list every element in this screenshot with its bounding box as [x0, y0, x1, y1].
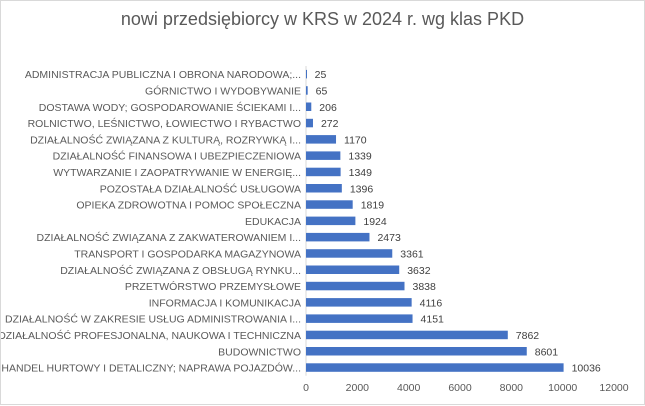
- bar: [306, 347, 527, 356]
- x-tick-label: 8000: [500, 382, 524, 394]
- x-tick-label: 6000: [448, 382, 472, 394]
- category-label: GÓRNICTWO I WYDOBYWANIE: [145, 84, 301, 97]
- bar: [306, 151, 341, 160]
- bar: [306, 281, 405, 291]
- category-label: ADMINISTRACJA PUBLICZNA I OBRONA NARODOW…: [25, 69, 301, 81]
- bar: [306, 265, 400, 274]
- category-label: DZIAŁALNOŚĆ FINANSOWA I UBEZPIECZENIOWA: [53, 150, 301, 163]
- category-label: POZOSTAŁA DZIAŁALNOŚĆ USŁUGOWA: [100, 182, 301, 195]
- x-tick-label: 10000: [548, 382, 577, 394]
- data-label: 4151: [421, 314, 445, 326]
- category-label: OPIEKA ZDROWOTNA I POMOC SPOŁECZNA: [76, 200, 301, 212]
- data-label: 8601: [535, 346, 559, 358]
- data-label: 1819: [361, 200, 385, 212]
- data-label: 3838: [413, 281, 437, 293]
- category-label: EDUKACJA: [245, 216, 301, 228]
- data-label: 2473: [377, 232, 401, 244]
- bar: [306, 167, 341, 177]
- x-tick-label: 4000: [397, 382, 421, 394]
- data-label: 1349: [349, 167, 373, 179]
- bar: [306, 363, 564, 372]
- bar: [306, 216, 356, 226]
- data-label: 1339: [348, 151, 372, 163]
- category-label: DZIAŁALNOŚĆ W ZAKRESIE USŁUG ADMINISTROW…: [5, 313, 301, 326]
- bar: [306, 184, 342, 193]
- data-label: 65: [316, 85, 328, 97]
- category-label: ROLNICTWO, LEŚNICTWO, ŁOWIECTWO I RYBACT…: [28, 117, 301, 130]
- bar: [306, 69, 307, 79]
- chart-title: nowi przedsiębiorcy w KRS w 2024 r. wg k…: [120, 9, 525, 29]
- bar: [306, 135, 337, 144]
- bar: [306, 232, 370, 242]
- category-label: WYTWARZANIE I ZAOPATRYWANIE W ENERGIĘ...: [53, 167, 301, 179]
- data-label: 206: [319, 102, 337, 114]
- data-label: 7862: [516, 330, 540, 342]
- category-label: DZIAŁALNOŚĆ PROFESJONALNA, NAUKOWA I TEC…: [1, 329, 301, 342]
- data-label: 1170: [344, 134, 367, 146]
- x-tick-label: 0: [303, 382, 309, 394]
- data-label: 272: [321, 118, 339, 130]
- category-label: DOSTAWA WODY; GOSPODAROWANIE ŚCIEKAMI I.…: [39, 101, 301, 114]
- bar: [306, 330, 508, 340]
- data-label: 1396: [350, 183, 374, 195]
- bar: [306, 118, 313, 128]
- bar: [306, 249, 393, 258]
- bar: [306, 86, 308, 95]
- category-label: DZIAŁALNOŚĆ ZWIĄZANA Z KULTURĄ, ROZRYWKĄ…: [30, 133, 301, 146]
- bar: [306, 298, 412, 307]
- category-label: DZIAŁALNOŚĆ ZWIĄZANA Z OBSŁUGĄ RYNKU...: [60, 264, 301, 277]
- category-label: BUDOWNICTWO: [218, 346, 301, 358]
- data-label: 3361: [400, 248, 424, 260]
- data-label: 1924: [363, 216, 387, 228]
- category-label: INFORMACJA I KOMUNIKACJA: [149, 297, 301, 309]
- x-tick-label: 2000: [346, 382, 370, 394]
- category-label: DZIAŁALNOŚĆ ZWIĄZANA Z ZAKWATEROWANIEM I…: [37, 231, 301, 244]
- category-label: PRZETWÓRSTWO PRZEMYSŁOWE: [125, 280, 301, 293]
- data-label: 4116: [420, 297, 443, 309]
- data-label: 3632: [407, 265, 431, 277]
- bar: [306, 102, 312, 111]
- data-label: 25: [315, 69, 327, 81]
- bar: [306, 200, 353, 209]
- bar: [306, 314, 413, 323]
- x-tick-label: 12000: [599, 382, 628, 394]
- category-label: TRANSPORT I GOSPODARKA MAGAZYNOWA: [74, 248, 301, 260]
- data-label: 10036: [572, 363, 601, 375]
- category-label: HANDEL HURTOWY I DETALICZNY; NAPRAWA POJ…: [1, 362, 301, 375]
